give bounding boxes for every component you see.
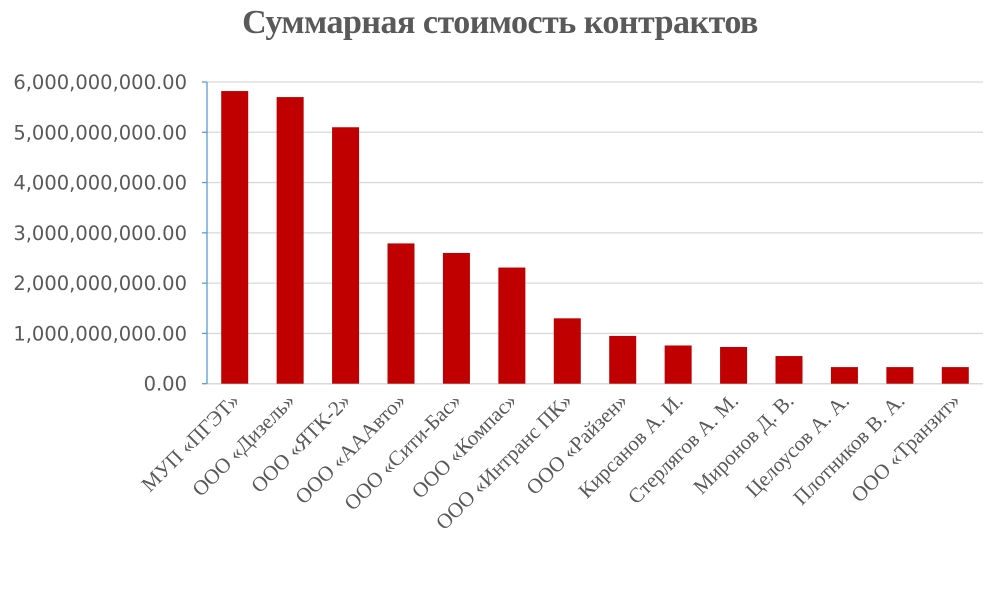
bar: [941, 367, 969, 384]
bar: [221, 91, 249, 384]
bar: [830, 367, 858, 384]
bar-series: [221, 91, 969, 384]
chart-title: Суммарная стоимость контрактов: [242, 4, 758, 41]
bar: [332, 127, 360, 384]
y-tick-label: 3,000,000,000.00: [13, 222, 187, 245]
y-axis: 0.00 1,000,000,000.00 2,000,000,000.00 3,00…: [13, 71, 208, 396]
gridlines: [207, 81, 983, 385]
y-tick-label: 6,000,000,000.00: [13, 71, 187, 94]
bar: [775, 356, 803, 384]
y-tick-label: 1,000,000,000.00: [13, 322, 187, 345]
bar: [553, 318, 581, 384]
y-tick-label: 2,000,000,000.00: [13, 272, 187, 295]
bar: [664, 345, 692, 384]
y-tick-label: 5,000,000,000.00: [13, 121, 187, 144]
bar: [442, 252, 470, 384]
bar: [886, 367, 914, 384]
bar: [276, 97, 304, 384]
y-tick-label: 4,000,000,000.00: [13, 172, 187, 195]
bar: [498, 267, 526, 384]
bar: [609, 335, 637, 384]
bar: [720, 346, 748, 384]
x-axis-labels: МУП «ПГЭТ»ООО «Дизель»ООО «ЯТК-2»ООО «AA…: [136, 389, 964, 535]
bar: [387, 243, 415, 384]
y-tick-label: 0.00: [144, 373, 187, 396]
